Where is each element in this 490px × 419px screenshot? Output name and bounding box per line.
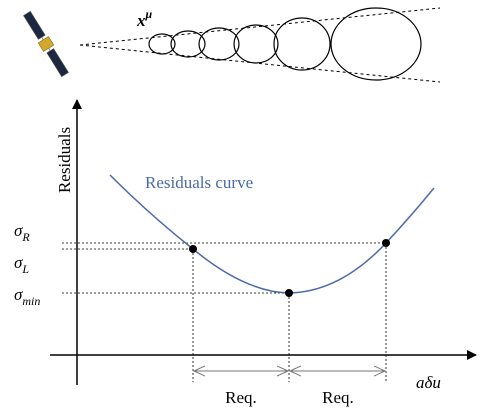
label-sub: L: [21, 262, 29, 276]
diagram: xμ Residuals aδu Residuals curve σR σL σ…: [0, 0, 490, 414]
curve-point: [285, 289, 293, 297]
sigma-r-label: σR: [14, 221, 30, 244]
interval-label: Req.: [322, 388, 354, 407]
label-sub: R: [21, 230, 30, 244]
curve-label: Residuals curve: [145, 173, 253, 192]
footprint-ellipses: [149, 8, 421, 80]
beam-label-sup: μ: [145, 7, 153, 21]
sigma-l-label: σL: [14, 253, 29, 276]
interval-label: Req.: [225, 388, 257, 407]
beam-label: xμ: [136, 7, 153, 30]
guide-lines: [62, 243, 386, 382]
curve-point: [189, 245, 197, 253]
label-sub: min: [22, 294, 40, 308]
curve-point: [382, 239, 390, 247]
beam-label-base: x: [136, 11, 146, 30]
sigma-min-label: σmin: [14, 285, 40, 308]
x-axis-label: aδu: [416, 373, 441, 392]
beam-cone: [80, 8, 440, 82]
satellite-icon: [22, 10, 70, 77]
residuals-curve: [110, 175, 434, 293]
y-axis-label: Residuals: [55, 127, 74, 193]
